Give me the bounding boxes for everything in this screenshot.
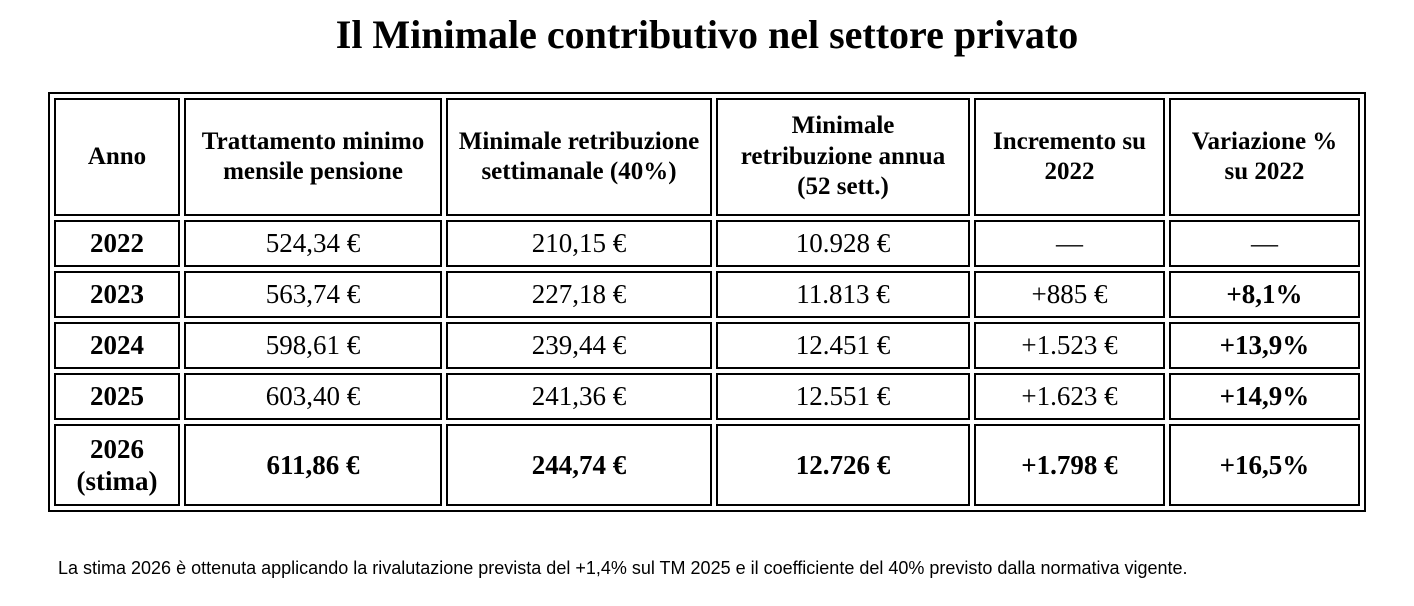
footnote: La stima 2026 è ottenuta applicando la r… xyxy=(58,558,1188,578)
cell-anno: 2024 xyxy=(54,322,180,369)
cell-trattamento: 524,34 € xyxy=(184,220,442,267)
cell-annua: 12.726 € xyxy=(716,424,970,506)
table-row-2024: 2024 598,61 € 239,44 € 12.451 € +1.523 €… xyxy=(54,322,1360,369)
cell-incremento: +1.798 € xyxy=(974,424,1165,506)
table-row-2026-stima: 2026 (stima) 611,86 € 244,74 € 12.726 € … xyxy=(54,424,1360,506)
page-title: Il Minimale contributivo nel settore pri… xyxy=(335,12,1079,57)
cell-incremento: +1.523 € xyxy=(974,322,1165,369)
cell-annua: 12.551 € xyxy=(716,373,970,420)
cell-settimanale: 227,18 € xyxy=(446,271,712,318)
column-header-minimale-annua: Minimale retribuzione annua (52 sett.) xyxy=(716,98,970,216)
cell-incremento: — xyxy=(974,220,1165,267)
cell-settimanale: 239,44 € xyxy=(446,322,712,369)
cell-variazione: +14,9% xyxy=(1169,373,1360,420)
cell-variazione: — xyxy=(1169,220,1360,267)
cell-trattamento: 603,40 € xyxy=(184,373,442,420)
cell-annua: 11.813 € xyxy=(716,271,970,318)
cell-settimanale: 210,15 € xyxy=(446,220,712,267)
contributivo-table: Anno Trattamento minimo mensile pensione… xyxy=(48,92,1366,512)
table-row-2023: 2023 563,74 € 227,18 € 11.813 € +885 € +… xyxy=(54,271,1360,318)
cell-variazione: +8,1% xyxy=(1169,271,1360,318)
header-row: Anno Trattamento minimo mensile pensione… xyxy=(54,98,1360,216)
column-header-incremento: Incremento su 2022 xyxy=(974,98,1165,216)
cell-annua: 10.928 € xyxy=(716,220,970,267)
cell-anno: 2023 xyxy=(54,271,180,318)
cell-settimanale: 244,74 € xyxy=(446,424,712,506)
cell-variazione: +13,9% xyxy=(1169,322,1360,369)
cell-trattamento: 598,61 € xyxy=(184,322,442,369)
cell-anno: 2022 xyxy=(54,220,180,267)
cell-trattamento: 563,74 € xyxy=(184,271,442,318)
cell-trattamento: 611,86 € xyxy=(184,424,442,506)
table-row-2022: 2022 524,34 € 210,15 € 10.928 € — — xyxy=(54,220,1360,267)
table-row-2025: 2025 603,40 € 241,36 € 12.551 € +1.623 €… xyxy=(54,373,1360,420)
column-header-trattamento-minimo: Trattamento minimo mensile pensione xyxy=(184,98,442,216)
column-header-anno: Anno xyxy=(54,98,180,216)
cell-variazione: +16,5% xyxy=(1169,424,1360,506)
cell-anno: 2026 (stima) xyxy=(54,424,180,506)
cell-anno: 2025 xyxy=(54,373,180,420)
cell-incremento: +1.623 € xyxy=(974,373,1165,420)
column-header-minimale-settimanale: Minimale retribuzione settimanale (40%) xyxy=(446,98,712,216)
cell-annua: 12.451 € xyxy=(716,322,970,369)
cell-settimanale: 241,36 € xyxy=(446,373,712,420)
column-header-variazione: Variazione % su 2022 xyxy=(1169,98,1360,216)
cell-incremento: +885 € xyxy=(974,271,1165,318)
